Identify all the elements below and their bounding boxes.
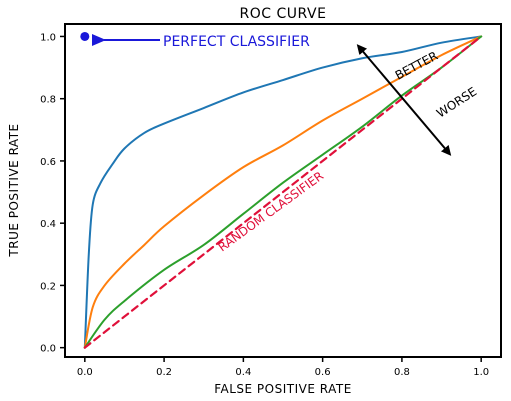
x-tick-label: 0.8 [394,367,410,378]
random-classifier-label: RANDOM CLASSIFIER [216,169,327,255]
y-tick-label: 0.2 [40,281,56,292]
x-axis-ticks: 0.0 0.2 0.4 0.6 0.8 1.0 [77,357,489,378]
perfect-classifier-label: PERFECT CLASSIFIER [163,34,310,50]
y-axis-ticks: 0.0 0.2 0.4 0.6 0.8 1.0 [40,32,65,355]
x-tick-label: 1.0 [473,367,489,378]
y-tick-label: 0.4 [40,219,56,230]
x-tick-label: 0.4 [235,367,251,378]
chart-title: ROC CURVE [240,6,327,22]
random-classifier-line [83,35,483,349]
x-tick-label: 0.0 [77,367,93,378]
y-tick-label: 1.0 [40,32,56,43]
better-worse-arrow [356,44,452,156]
y-tick-label: 0.0 [40,344,56,355]
plot-frame [64,23,502,358]
series-layer [80,31,483,349]
y-tick-label: 0.6 [40,157,56,168]
y-axis-label: TRUE POSITIVE RATE [7,123,21,257]
y-tick-label: 0.8 [40,95,56,106]
x-tick-label: 0.2 [156,367,172,378]
perfect-classifier-point [80,31,90,41]
x-tick-label: 0.6 [315,367,331,378]
worse-label: WORSE [434,84,479,120]
better-label: BETTER [393,49,440,83]
x-axis-label: FALSE POSITIVE RATE [214,382,352,396]
annotation-layer: PERFECT CLASSIFIER BETTER WORSE RANDOM C… [92,34,479,255]
